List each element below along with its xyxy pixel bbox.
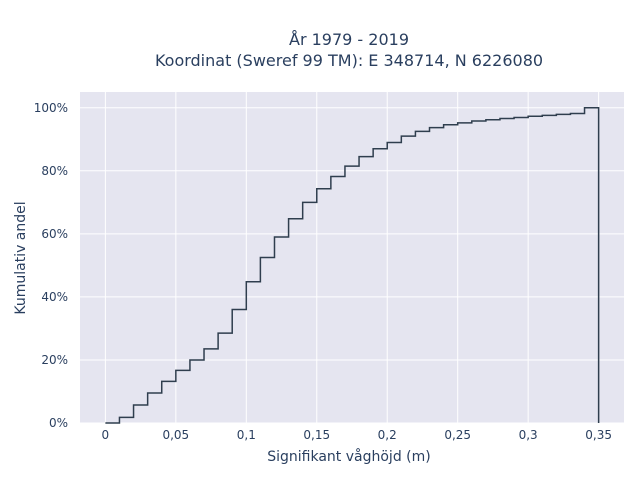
chart-subtitle: Koordinat (Sweref 99 TM): E 348714, N 62… bbox=[155, 51, 543, 70]
y-tick-label-4: 80% bbox=[41, 164, 68, 178]
y-tick-label-2: 40% bbox=[41, 290, 68, 304]
plot-area bbox=[80, 92, 624, 423]
chart-title: År 1979 - 2019 bbox=[289, 30, 409, 49]
data-layer bbox=[105, 107, 600, 424]
x-tick-label-1: 0,05 bbox=[162, 428, 189, 442]
y-tick-label-0: 0% bbox=[49, 416, 68, 430]
x-tick-label-5: 0,25 bbox=[444, 428, 471, 442]
x-axis-label: Signifikant våghöjd (m) bbox=[267, 448, 430, 465]
x-tick-label-4: 0,2 bbox=[378, 428, 397, 442]
x-tick-label-2: 0,1 bbox=[237, 428, 256, 442]
y-tick-label-3: 60% bbox=[41, 227, 68, 241]
x-tick-label-0: 0 bbox=[102, 428, 110, 442]
y-axis-label: Kumulativ andel bbox=[13, 201, 29, 314]
tick-labels: 0 0,05 0,1 0,15 0,2 0,25 0,3 0,35 0% 20% 40% 60% 80%… bbox=[34, 101, 612, 442]
series-line-0 bbox=[105, 107, 600, 424]
y-tick-label-1: 20% bbox=[41, 353, 68, 367]
x-tick-label-3: 0,15 bbox=[303, 428, 330, 442]
x-tick-label-6: 0,3 bbox=[519, 428, 538, 442]
y-tick-label-5: 100% bbox=[34, 101, 68, 115]
x-tick-label-7: 0,35 bbox=[585, 428, 612, 442]
